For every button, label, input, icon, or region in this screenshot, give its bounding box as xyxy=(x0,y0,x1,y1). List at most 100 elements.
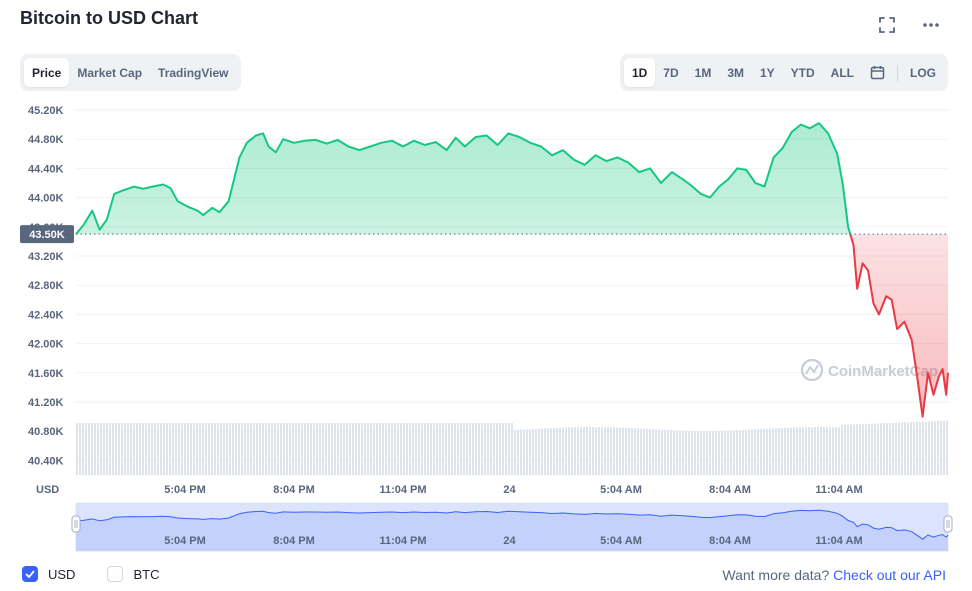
volume-bar xyxy=(592,427,594,475)
volume-bar xyxy=(184,423,186,475)
volume-bar xyxy=(946,420,948,475)
volume-bar xyxy=(244,423,246,475)
volume-bar xyxy=(676,430,678,475)
volume-bar xyxy=(223,423,225,475)
volume-bar xyxy=(517,429,519,475)
volume-bar xyxy=(406,423,408,475)
volume-bar xyxy=(328,423,330,475)
volume-bar xyxy=(697,430,699,475)
x-tick-label: 11:04 AM xyxy=(815,484,862,496)
tab-price[interactable]: Price xyxy=(24,58,70,87)
volume-bar xyxy=(682,430,684,475)
volume-bar xyxy=(763,428,765,475)
volume-bar xyxy=(529,429,531,475)
watermark: CoinMarketCap xyxy=(800,358,938,382)
range-1d[interactable]: 1D xyxy=(623,58,656,87)
range-1y[interactable]: 1Y xyxy=(759,65,775,80)
volume-bar xyxy=(136,423,138,475)
volume-bar xyxy=(604,427,606,475)
volume-bar xyxy=(793,427,795,475)
volume-bar xyxy=(910,422,912,475)
volume-bar xyxy=(220,423,222,475)
range-7d[interactable]: 7D xyxy=(663,65,679,80)
range-all[interactable]: ALL xyxy=(830,65,854,80)
volume-bar xyxy=(301,423,303,475)
api-link[interactable]: Check out our API xyxy=(833,567,946,583)
volume-bar xyxy=(379,423,381,475)
volume-bar xyxy=(355,423,357,475)
volume-bar xyxy=(862,424,864,475)
volume-bar xyxy=(802,427,804,475)
volume-bar xyxy=(277,423,279,475)
volume-bar xyxy=(532,429,534,475)
volume-bar xyxy=(493,423,495,475)
volume-bar xyxy=(646,428,648,475)
volume-bar xyxy=(373,423,375,475)
volume-bar xyxy=(907,422,909,475)
volume-bar xyxy=(619,427,621,475)
navigator-tick-label: 24 xyxy=(503,535,516,547)
volume-bar xyxy=(847,424,849,475)
y-tick-label: 41.20K xyxy=(28,397,64,409)
usd-checkbox[interactable] xyxy=(22,566,38,582)
fullscreen-icon[interactable] xyxy=(876,14,898,36)
range-1m[interactable]: 1M xyxy=(694,65,712,80)
volume-bar xyxy=(109,423,111,475)
volume-bar xyxy=(331,423,333,475)
volume-bar xyxy=(106,423,108,475)
x-tick-label: 11:04 PM xyxy=(379,484,426,496)
volume-bar xyxy=(472,423,474,475)
volume-bar xyxy=(112,423,114,475)
volume-bar xyxy=(577,427,579,475)
volume-bar xyxy=(103,423,105,475)
range-ytd[interactable]: YTD xyxy=(790,65,815,80)
volume-bar xyxy=(451,423,453,475)
volume-bar xyxy=(100,423,102,475)
calendar-icon[interactable] xyxy=(862,58,893,87)
btc-checkbox[interactable] xyxy=(107,566,124,582)
volume-bar xyxy=(193,423,195,475)
navigator-handle-left[interactable] xyxy=(71,515,81,533)
volume-bar xyxy=(229,423,231,475)
volume-bar xyxy=(496,423,498,475)
volume-bar xyxy=(607,427,609,475)
price-chart[interactable]: CoinMarketCap 43.50K 45.20K44.80K44.40K4… xyxy=(0,95,972,555)
tab-tradingview[interactable]: TradingView xyxy=(158,65,229,80)
volume-bar xyxy=(424,423,426,475)
view-tabs: Price Market Cap TradingView xyxy=(20,54,241,91)
volume-bar xyxy=(199,423,201,475)
volume-bar xyxy=(166,423,168,475)
volume-bar xyxy=(514,429,516,475)
volume-bar xyxy=(844,424,846,475)
volume-bar xyxy=(931,421,933,475)
y-tick-label: 45.20K xyxy=(28,105,64,117)
volume-bar xyxy=(679,430,681,475)
volume-bar xyxy=(256,423,258,475)
volume-bar xyxy=(766,428,768,475)
volume-bar xyxy=(700,430,702,475)
navigator-handle-right[interactable] xyxy=(943,515,953,533)
volume-bar xyxy=(283,423,285,475)
volume-bar xyxy=(418,423,420,475)
volume-bar xyxy=(91,423,93,475)
volume-bar xyxy=(922,421,924,475)
volume-bar xyxy=(748,429,750,475)
volume-bar xyxy=(487,423,489,475)
volume-bar xyxy=(196,423,198,475)
volume-bars xyxy=(76,420,948,475)
volume-bar xyxy=(241,423,243,475)
volume-bar xyxy=(469,423,471,475)
volume-bar xyxy=(364,423,366,475)
volume-bar xyxy=(784,427,786,475)
volume-bar xyxy=(898,422,900,475)
volume-bar xyxy=(412,423,414,475)
volume-bar xyxy=(367,423,369,475)
tab-market-cap[interactable]: Market Cap xyxy=(77,65,143,80)
volume-bar xyxy=(292,423,294,475)
navigator-tick-label: 5:04 AM xyxy=(600,535,642,547)
log-toggle[interactable]: LOG xyxy=(910,65,936,80)
range-3m[interactable]: 3M xyxy=(727,65,744,80)
volume-bar xyxy=(232,423,234,475)
more-icon[interactable] xyxy=(920,14,942,36)
volume-bar xyxy=(421,423,423,475)
